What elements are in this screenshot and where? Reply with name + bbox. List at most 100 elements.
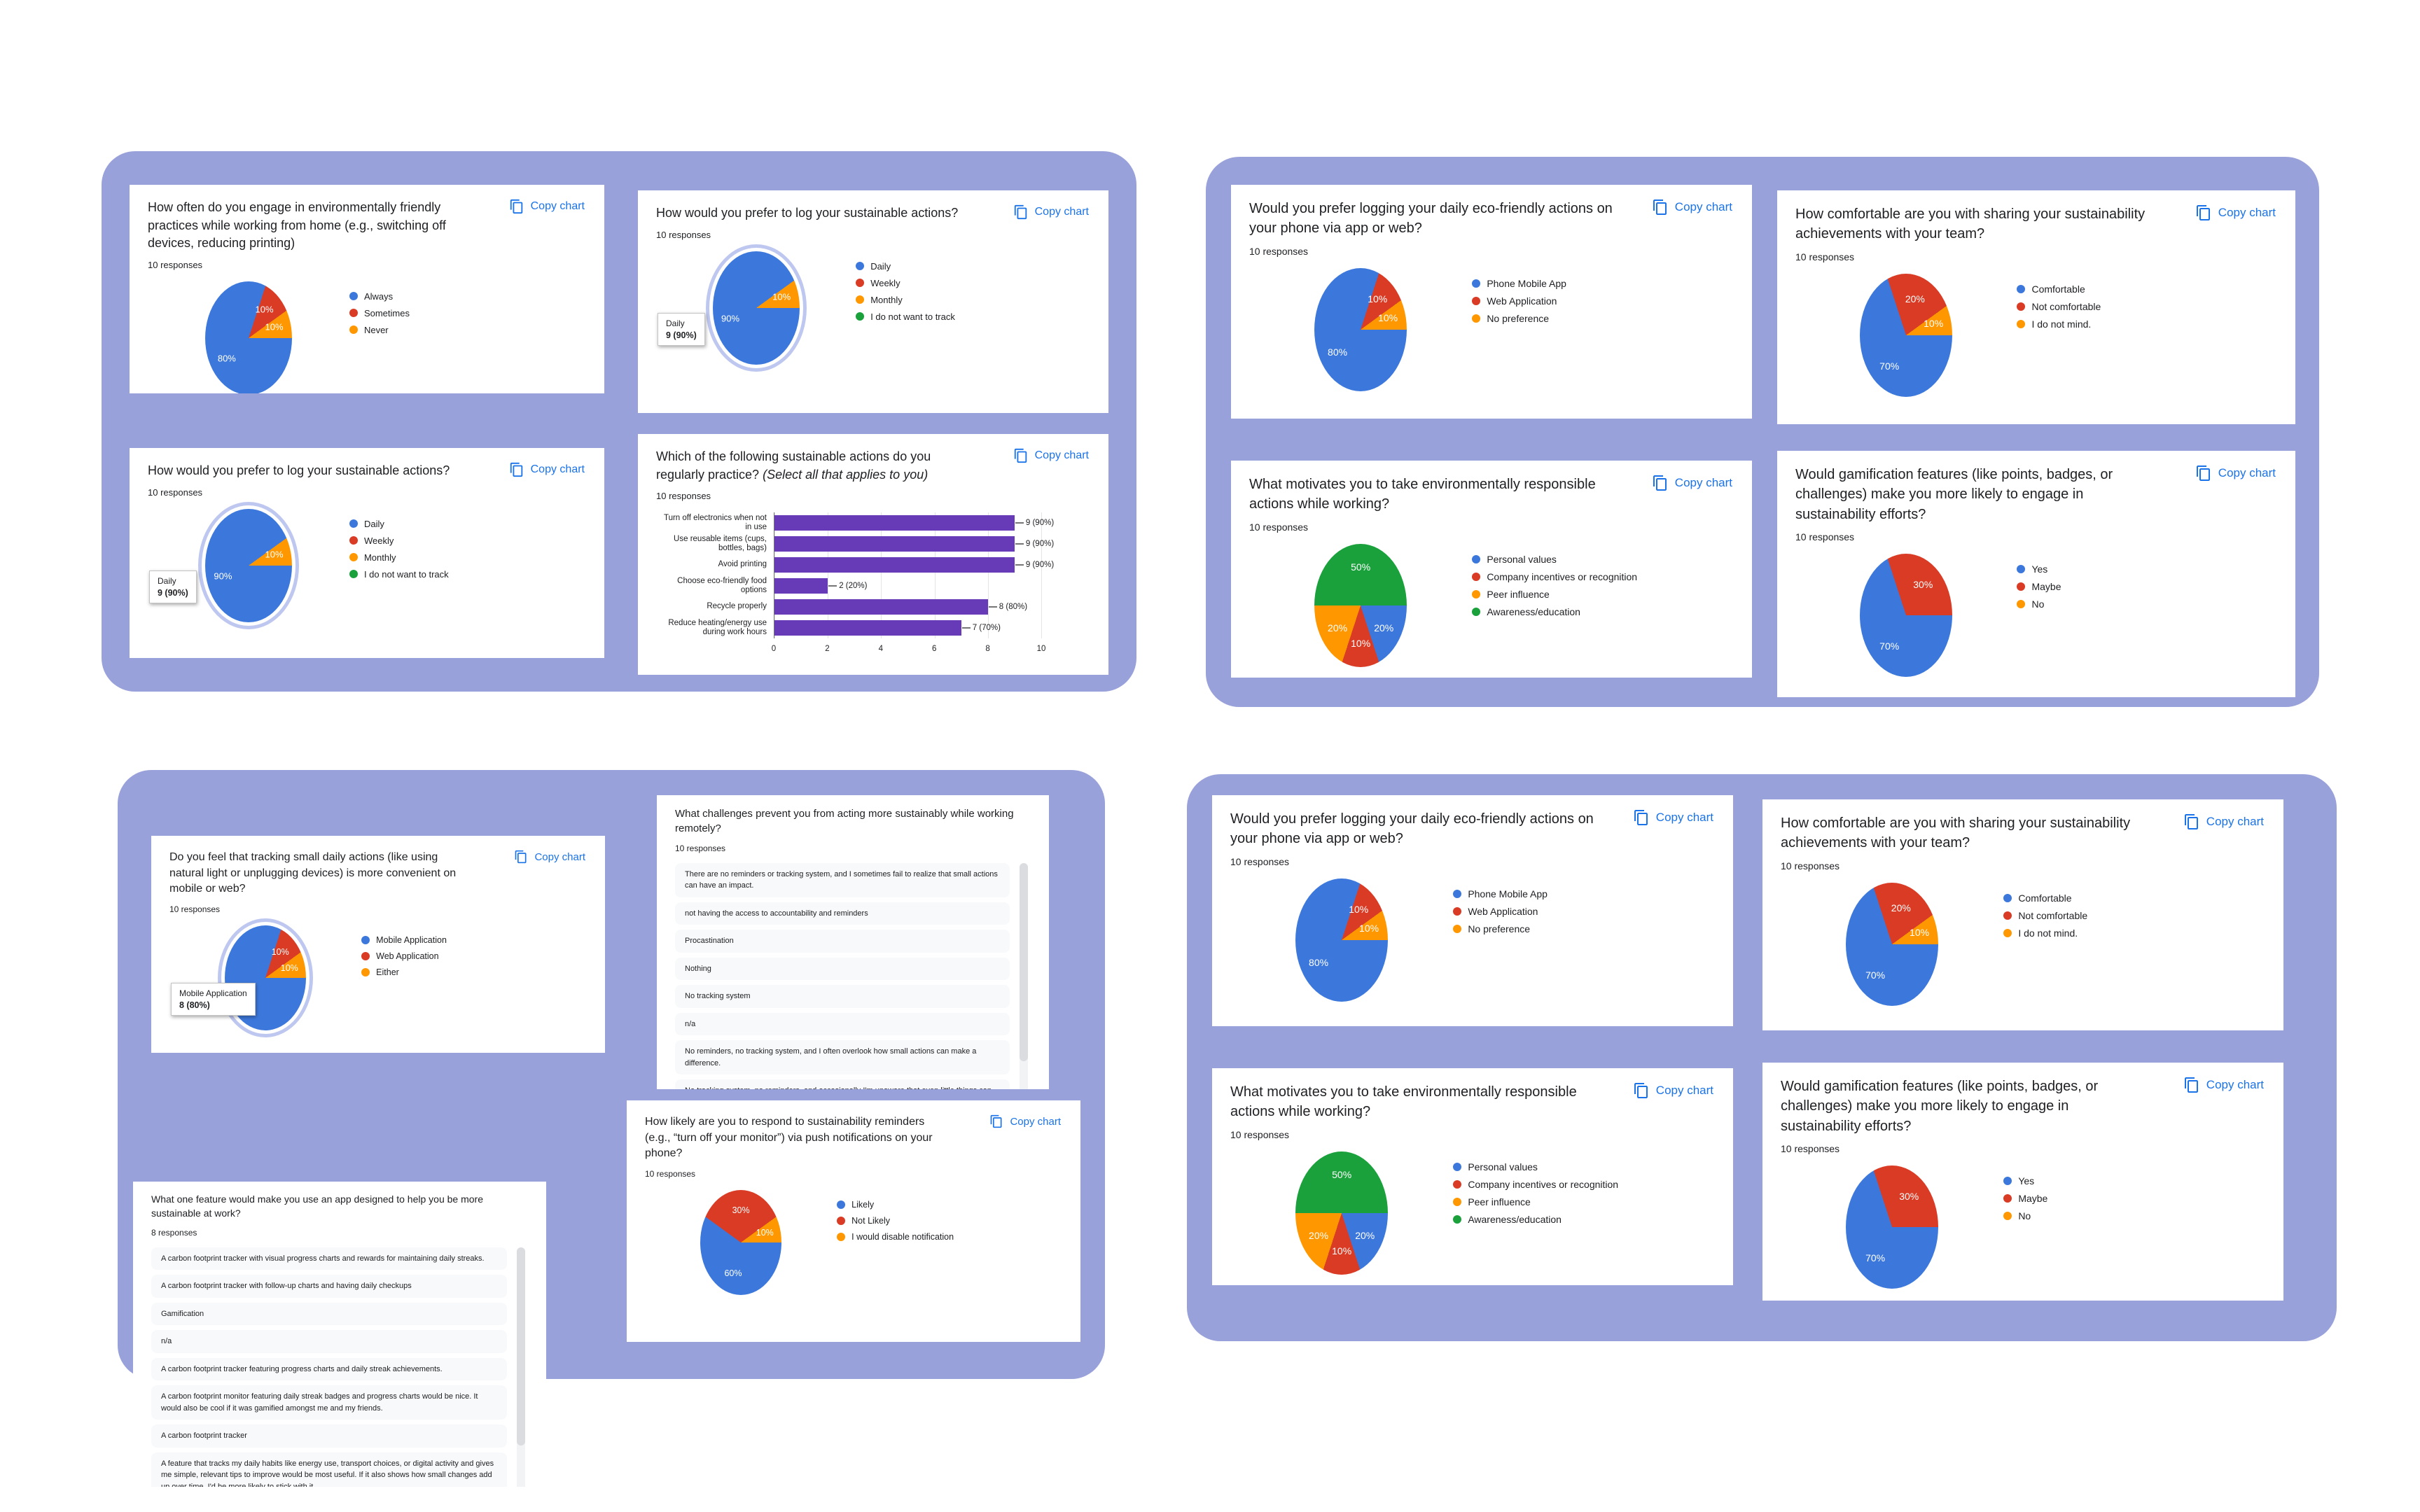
scrollbar-track[interactable] — [517, 1247, 525, 1487]
question-main: How comfortable are you with sharing you… — [1795, 206, 2146, 242]
answers-list: A carbon footprint tracker with visual p… — [151, 1247, 528, 1487]
chart-legend: Phone Mobile App Web Application No prefer… — [1472, 260, 1566, 391]
copy-chart-label: Copy chart — [1034, 449, 1089, 461]
answer-row: not having the access to accountability … — [675, 902, 1010, 925]
legend-item: Yes — [2017, 564, 2061, 575]
axis-tick: 6 — [931, 645, 937, 654]
legend-color-dot — [1453, 1162, 1462, 1171]
legend-label: Not comfortable — [2031, 300, 2101, 312]
legend-item: Never — [349, 325, 410, 335]
survey-result-card: How likely are you to respond to sustain… — [627, 1100, 1080, 1342]
category-label: Reduce heating/energy use during work ho… — [668, 618, 767, 637]
legend-label: Never — [363, 324, 389, 335]
bar-row: 9 (90%) — [774, 512, 1054, 533]
axis-tick: 2 — [825, 645, 830, 654]
copy-chart-button[interactable]: Copy chart — [1013, 448, 1089, 463]
legend-label: Company incentives or recognition — [1468, 1178, 1619, 1190]
legend-label: Weekly — [363, 535, 394, 546]
copy-chart-button[interactable]: Copy chart — [1633, 809, 1713, 826]
copy-chart-button[interactable]: Copy chart — [509, 462, 585, 477]
chart-legend: Yes Maybe No — [2017, 545, 2061, 677]
panel-bottom-right: Would you prefer logging your daily eco-… — [1187, 774, 2337, 1341]
question-main: Do you feel that tracking small daily ac… — [169, 851, 457, 895]
card-body: 90% 10% Daily 9 (90%) Daily Weekly Monthly I do… — [148, 500, 586, 629]
copy-chart-button[interactable]: Copy chart — [2195, 465, 2276, 482]
question-text: What challenges prevent you from acting … — [675, 806, 1031, 836]
copy-icon — [1014, 448, 1027, 463]
bar-value-label: 9 (90%) — [1015, 519, 1054, 527]
copy-chart-button[interactable]: Copy chart — [1013, 204, 1089, 220]
legend-color-dot — [2017, 284, 2026, 293]
pie-slice-label: 10% — [271, 946, 289, 957]
legend-label: Personal values — [1468, 1161, 1538, 1172]
legend-label: Either — [376, 967, 399, 978]
survey-result-card: Do you feel that tracking small daily ac… — [151, 836, 605, 1053]
bar — [774, 578, 828, 594]
legend-label: Maybe — [2031, 581, 2061, 593]
copy-chart-button[interactable]: Copy chart — [2183, 813, 2264, 830]
copy-chart-button[interactable]: Copy chart — [2183, 1077, 2264, 1093]
legend-item: Personal values — [1453, 1161, 1618, 1172]
pie-slice-label: 10% — [1924, 317, 1944, 329]
scrollbar-thumb[interactable] — [517, 1247, 525, 1446]
copy-chart-button[interactable]: Copy chart — [2195, 204, 2276, 221]
legend-color-dot — [2017, 600, 2026, 609]
survey-result-card: Would gamification features (like points… — [1777, 451, 2295, 697]
copy-chart-button[interactable]: Copy chart — [514, 850, 585, 864]
legend-item: I do not want to track — [856, 312, 955, 322]
legend-item: Comfortable — [2017, 284, 2101, 295]
pie-chart: 90% 10% Daily 9 (90%) Daily Weekly Monthly I do… — [656, 243, 1090, 372]
question-main: How comfortable are you with sharing you… — [1781, 816, 2131, 851]
question-text: How would you prefer to log your sustain… — [656, 204, 1090, 223]
question-text: What one feature would make you use an a… — [151, 1193, 528, 1221]
pie-area: 20% 10% 20% 50% — [1230, 1143, 1453, 1275]
pie-chart: 70% 30% Yes Maybe No — [1795, 545, 2277, 678]
pie-area: 90% 10% Daily 9 (90%) — [656, 243, 856, 372]
scrollbar-thumb[interactable] — [1020, 862, 1028, 1062]
card-body: A carbon footprint tracker with visual p… — [151, 1247, 528, 1487]
copy-chart-label: Copy chart — [1674, 476, 1732, 489]
pie-area: 80% 10% 10% — [1249, 260, 1472, 391]
copy-chart-button[interactable]: Copy chart — [1633, 1082, 1713, 1099]
tooltip-label: Daily — [666, 318, 685, 329]
scrollbar-track[interactable] — [1020, 862, 1028, 1089]
copy-chart-label: Copy chart — [534, 850, 585, 863]
card-body: 70% 20% 10% Comfortable Not comfortable I do … — [1781, 874, 2265, 1006]
legend-item: Web Application — [1453, 906, 1548, 917]
pie-chart: 70% 20% 10% Comfortable Not comfortable I do … — [1795, 265, 2277, 397]
pie-slice-label: 90% — [721, 313, 740, 324]
question-text: How comfortable are you with sharing you… — [1781, 813, 2265, 853]
legend-item: Peer influence — [1453, 1196, 1618, 1208]
value-connector — [1015, 564, 1024, 566]
legend-color-dot — [856, 262, 865, 271]
legend-color-dot — [361, 968, 370, 977]
legend-label: I do not mind. — [2018, 927, 2078, 939]
legend-item: I do not mind. — [2003, 927, 2087, 939]
copy-chart-button[interactable]: Copy chart — [509, 199, 585, 214]
legend-color-dot — [349, 326, 358, 335]
legend-color-dot — [2017, 319, 2026, 328]
pie-slice-label: 10% — [280, 962, 298, 973]
question-main: What motivates you to take environmental… — [1230, 1084, 1577, 1120]
pie-chart: 70% 20% 10% Comfortable Not comfortable I do … — [1781, 874, 2265, 1006]
pie-slice-label: 50% — [1351, 561, 1371, 573]
legend-label: No — [2018, 1210, 2031, 1222]
bar-value-label: 7 (70%) — [961, 624, 1001, 632]
legend-color-dot — [349, 519, 358, 528]
legend-item: Always — [349, 291, 410, 302]
question-main: How likely are you to respond to sustain… — [645, 1116, 933, 1160]
chart-tooltip: Daily 9 (90%) — [149, 570, 197, 604]
copy-chart-button[interactable]: Copy chart — [1652, 475, 1732, 491]
question-text: Which of the following sustainable actio… — [656, 448, 1090, 484]
legend-item: No — [2003, 1210, 2047, 1222]
bar-row: 7 (70%) — [774, 617, 1041, 638]
copy-chart-button[interactable]: Copy chart — [989, 1114, 1061, 1128]
pie-slice-label: 90% — [214, 570, 232, 582]
responses-count: 10 responses — [656, 229, 711, 240]
pie-slice-label: 20% — [1374, 622, 1394, 634]
copy-chart-button[interactable]: Copy chart — [1652, 199, 1732, 216]
survey-result-card: What one feature would make you use an a… — [133, 1182, 546, 1487]
answer-row: No tracking system, no reminders, and oc… — [675, 1079, 1010, 1089]
legend-label: No preference — [1487, 312, 1550, 324]
